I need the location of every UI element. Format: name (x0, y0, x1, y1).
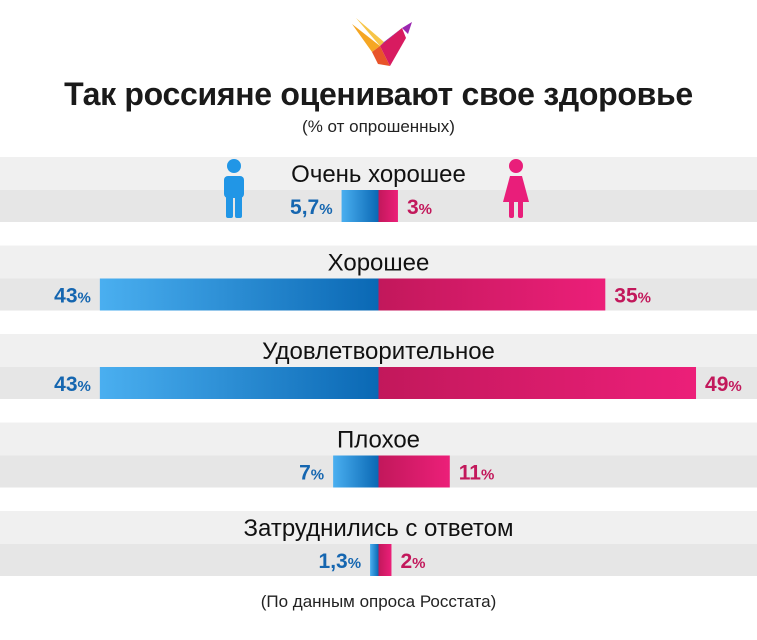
value-label-female: 35% (614, 285, 651, 308)
woman-icon (503, 159, 529, 218)
value-label-male: 7% (299, 462, 324, 485)
value-label-female: 11% (459, 462, 495, 485)
value-label-female: 3% (407, 196, 432, 219)
bar-female (378, 278, 606, 311)
value-label-male: 43% (54, 373, 91, 396)
row-label-band (0, 422, 757, 456)
value-label-female: 49% (705, 373, 742, 396)
category-label: Хорошее (328, 250, 430, 277)
bar-female (378, 367, 697, 399)
bar-male (333, 455, 379, 488)
bar-male (99, 367, 379, 399)
value-label-male: 5,7% (290, 196, 333, 219)
chart-subtitle: (% от опрошенных) (302, 117, 455, 136)
bar-female (378, 190, 398, 222)
row-label-band (0, 245, 757, 279)
category-label: Очень хорошее (291, 161, 466, 188)
value-label-male: 43% (54, 285, 91, 308)
category-label: Удовлетворительное (262, 338, 495, 365)
man-icon (224, 159, 244, 218)
swallow-logo-icon (352, 18, 412, 66)
chart-title: Так россияне оценивают свое здоровье (64, 76, 693, 112)
category-label: Затруднились с ответом (244, 515, 514, 542)
value-label-male: 1,3% (319, 550, 362, 573)
bar-male (99, 278, 379, 311)
bar-male (370, 544, 379, 576)
source-note: (По данным опроса Росстата) (260, 592, 497, 611)
bar-female (378, 455, 450, 488)
row-label-band (0, 334, 757, 367)
category-label: Плохое (337, 427, 420, 454)
bar-male (341, 190, 379, 222)
bar-female (378, 544, 392, 576)
row-label-band (0, 511, 757, 544)
row-label-band (0, 157, 757, 190)
value-label-female: 2% (400, 550, 425, 573)
